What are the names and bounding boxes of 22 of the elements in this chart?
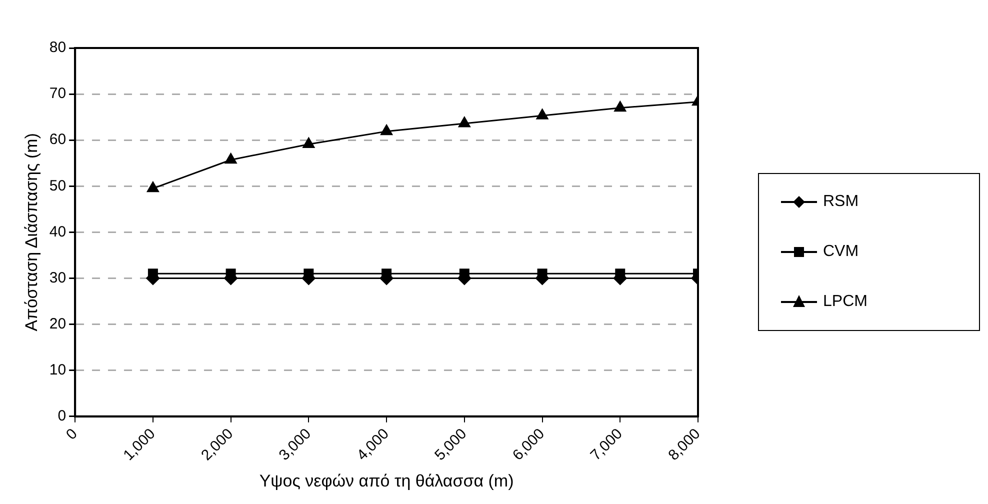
y-tick-label: 40 <box>49 223 66 240</box>
y-tick-label: 30 <box>49 269 66 286</box>
point <box>614 101 626 112</box>
point <box>224 153 237 164</box>
point <box>147 182 159 192</box>
y-tick-label: 10 <box>49 361 66 378</box>
y-tick-label: 70 <box>49 85 66 102</box>
legend-label: RSM <box>823 193 859 211</box>
y-tick-label: 80 <box>49 39 66 56</box>
legend-label: LPCM <box>823 293 868 311</box>
point <box>302 137 315 148</box>
legend-label: CVM <box>823 243 859 261</box>
y-tick-label: 0 <box>58 407 66 424</box>
x-axis-title: Υψος νεφών από τη θάλασσα (m) <box>259 471 514 490</box>
point <box>458 116 470 128</box>
x-tick-label: 0 <box>62 425 81 444</box>
point <box>536 108 548 120</box>
y-tick-label: 50 <box>49 177 66 194</box>
y-tick-label: 60 <box>49 131 66 148</box>
y-axis-title: Απόσταση Διάσπασης (m) <box>22 133 41 332</box>
y-tick-label: 20 <box>49 315 66 332</box>
point <box>380 124 392 136</box>
